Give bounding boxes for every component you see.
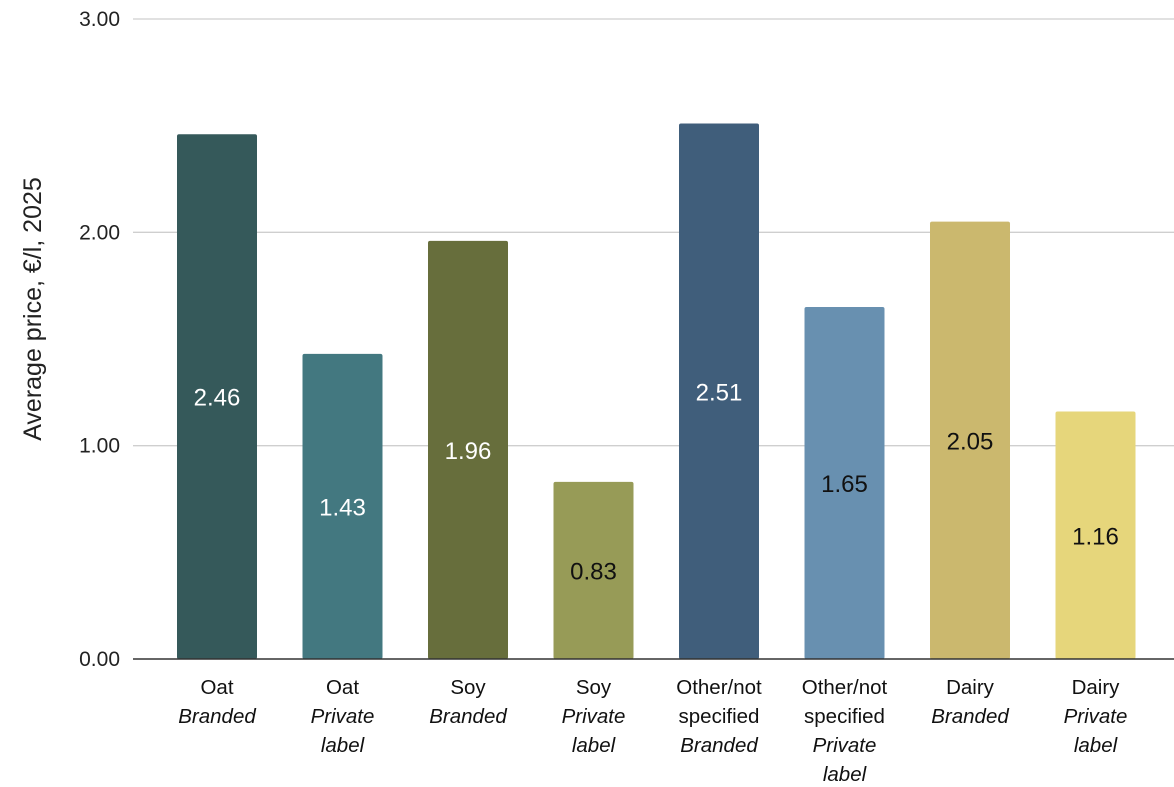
- y-axis-title: Average price, €/l, 2025: [19, 177, 47, 441]
- category-label: Other/not specified Private label: [802, 676, 888, 786]
- category-label: Soy Branded: [429, 676, 507, 728]
- data-labels: 2.46 1.43 1.96 0.83 2.51 1.65 2.05 1.16: [194, 379, 1119, 585]
- y-tick-label: 1.00: [79, 435, 120, 458]
- gridlines: [133, 18, 1174, 447]
- data-label: 1.65: [821, 471, 868, 498]
- category-labels: Oat Branded Oat Private label Soy Branded Soy Pr…: [178, 676, 1127, 786]
- y-tick-label: 2.00: [79, 221, 120, 244]
- bar: [930, 221, 1010, 659]
- data-label: 2.05: [947, 428, 994, 455]
- data-label: 1.16: [1072, 523, 1119, 550]
- category-label: Dairy Private label: [1064, 676, 1128, 757]
- data-label: 1.43: [319, 494, 366, 521]
- data-label: 0.83: [570, 558, 617, 585]
- bar: [302, 353, 383, 659]
- bar: [1055, 411, 1136, 659]
- bar: [804, 307, 885, 659]
- y-tick-label: 3.00: [79, 8, 120, 31]
- category-label: Dairy Branded: [931, 676, 1009, 728]
- category-label: Other/not specified Branded: [676, 676, 762, 757]
- bar: [553, 481, 634, 659]
- bar: [177, 134, 257, 659]
- y-tick-labels: 0.00 1.00 2.00 3.00: [79, 8, 120, 671]
- data-label: 1.96: [445, 438, 492, 465]
- data-label: 2.51: [696, 379, 743, 406]
- category-label: Oat Private label: [311, 676, 375, 757]
- bars: [177, 123, 1136, 660]
- bar: [428, 240, 508, 659]
- data-label: 2.46: [194, 385, 241, 412]
- category-label: Oat Branded: [178, 676, 256, 728]
- category-label: Soy Private label: [562, 676, 626, 757]
- y-tick-label: 0.00: [79, 648, 120, 671]
- bar: [679, 123, 759, 660]
